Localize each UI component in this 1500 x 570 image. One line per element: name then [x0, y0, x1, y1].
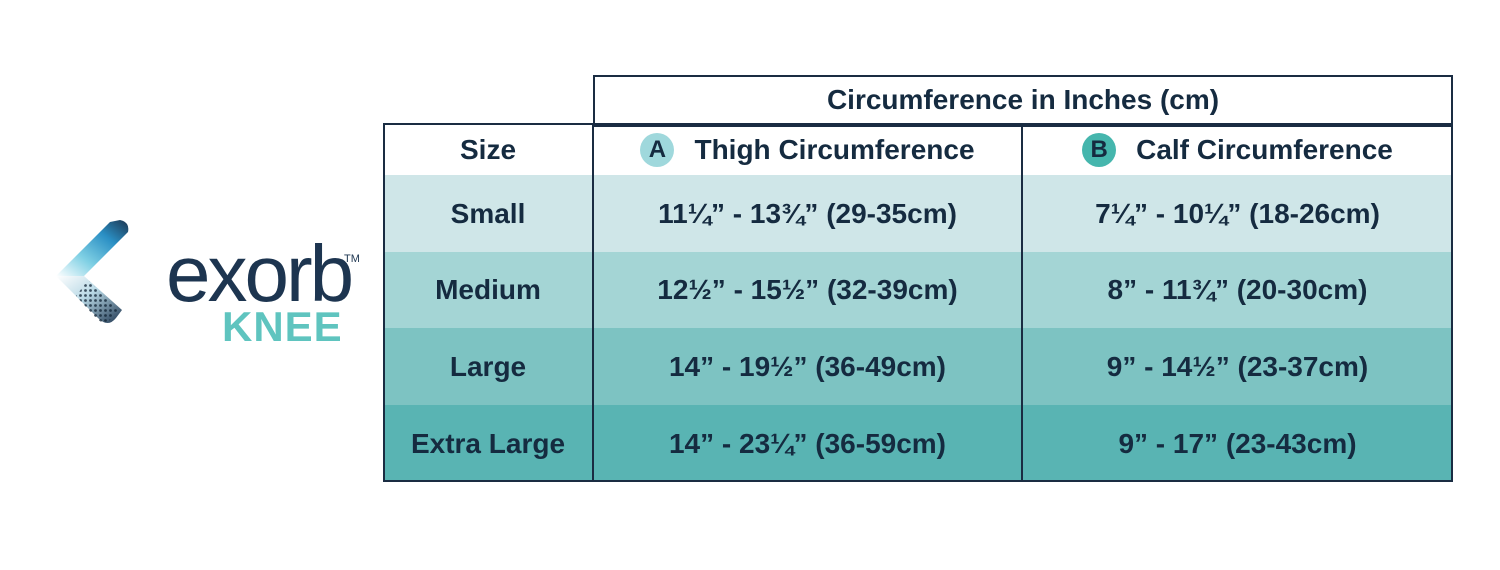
- column-header-calf-label: Calf Circumference: [1136, 134, 1393, 165]
- exorb-knee-logo: exorb TM KNEE: [48, 218, 368, 348]
- badge-a-icon: A: [640, 133, 675, 167]
- row-bg-small: [383, 175, 1453, 252]
- table-cell-thigh: 14” - 23¼” (36-59cm): [668, 427, 947, 459]
- table-cell-size: Small: [450, 197, 526, 229]
- row-bg-extra-large: [383, 405, 1453, 482]
- badge-b-icon: B: [1082, 133, 1117, 167]
- table-cell-thigh: 14” - 19½” (36-49cm): [668, 350, 947, 382]
- table-cell-calf: 9” - 14½” (23-37cm): [1106, 350, 1369, 382]
- column-divider: [1021, 123, 1023, 482]
- logo-wordmark: exorb: [166, 229, 354, 318]
- table-cell-size: Large: [449, 350, 527, 382]
- table-cell-calf: 8” - 11¾” (20-30cm): [1107, 274, 1368, 305]
- row-bg-medium: [383, 252, 1453, 328]
- group-header: Circumference in Inches (cm): [826, 84, 1220, 115]
- column-header-thigh-label: Thigh Circumference: [694, 134, 975, 165]
- table-cell-size: Medium: [435, 274, 541, 305]
- logo-product-name: KNEE: [222, 303, 343, 350]
- column-header-thigh: A Thigh Circumference: [593, 125, 1022, 175]
- column-header-size: Size: [459, 134, 517, 165]
- exorb-logo-mark-icon: [56, 220, 129, 323]
- table-cell-size: Extra Large: [410, 427, 566, 459]
- table-cell-thigh: 12½” - 15½” (32-39cm): [657, 274, 958, 305]
- column-header-calf: B Calf Circumference: [1022, 125, 1453, 175]
- logo-trademark: TM: [344, 253, 360, 265]
- size-chart-table: Circumference in Inches (cm) Size A Thig…: [383, 75, 1453, 482]
- table-cell-calf: 9” - 17” (23-43cm): [1118, 427, 1357, 459]
- column-divider: [592, 123, 594, 482]
- row-bg-large: [383, 328, 1453, 405]
- table-cell-thigh: 11¼” - 13¾” (29-35cm): [658, 197, 957, 229]
- table-cell-calf: 7¼” - 10¼” (18-26cm): [1095, 197, 1380, 229]
